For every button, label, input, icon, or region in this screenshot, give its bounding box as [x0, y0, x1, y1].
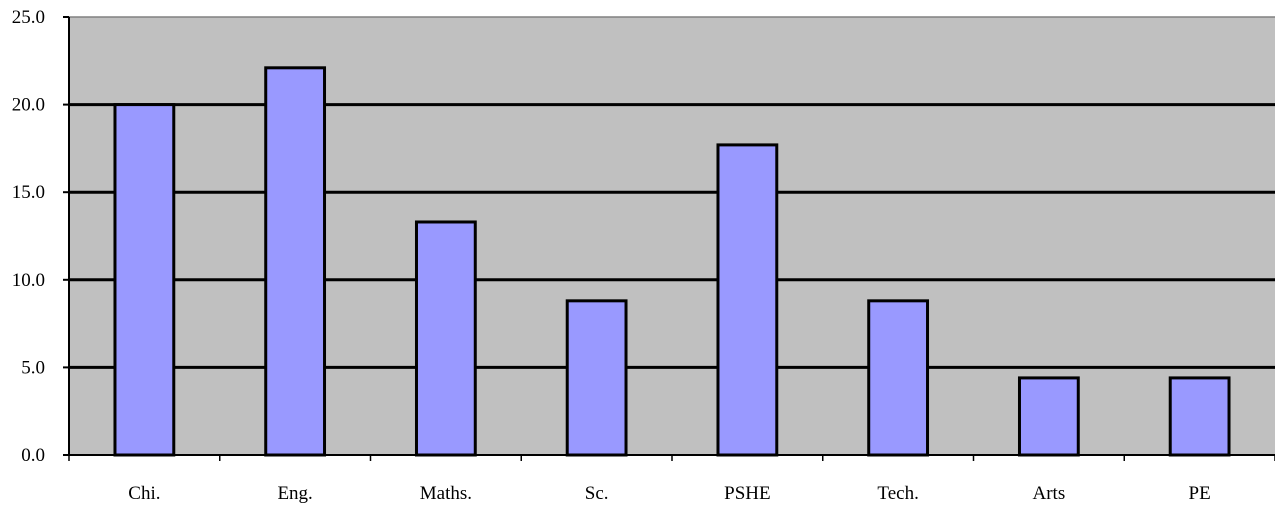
y-tick-label: 15.0 [12, 182, 45, 203]
x-tick-label: Eng. [277, 483, 312, 504]
x-tick-label: PSHE [724, 483, 770, 504]
axes [63, 16, 1275, 461]
x-tick-label: Chi. [128, 483, 160, 504]
bar-sc [565, 299, 628, 457]
x-tick-label: Maths. [420, 483, 472, 504]
y-tick-label: 25.0 [12, 7, 45, 28]
y-tick-label: 20.0 [12, 95, 45, 116]
x-tick-label: Sc. [585, 483, 609, 504]
bar-maths [414, 220, 477, 457]
y-tick-label: 10.0 [12, 270, 45, 291]
bars [113, 66, 1231, 457]
y-tick-label: 5.0 [21, 357, 45, 378]
y-tick-label: 0.0 [21, 445, 45, 466]
bar-pshe [716, 143, 779, 457]
y-tick-labels: 0.0 5.0 10.0 15.0 20.0 25.0 [12, 7, 45, 466]
plot-area [69, 17, 1275, 455]
bar-chi [113, 103, 176, 457]
bar-arts [1017, 376, 1080, 457]
x-tick-label: Arts [1033, 483, 1066, 504]
x-tick-label: PE [1189, 483, 1211, 504]
x-tick-labels: Chi. Eng. Maths. Sc. PSHE Tech. Arts PE [128, 483, 1210, 504]
bar-tech [867, 299, 930, 457]
bar-pe [1168, 376, 1231, 457]
bar-eng [264, 66, 327, 457]
x-tick-label: Tech. [877, 483, 918, 504]
